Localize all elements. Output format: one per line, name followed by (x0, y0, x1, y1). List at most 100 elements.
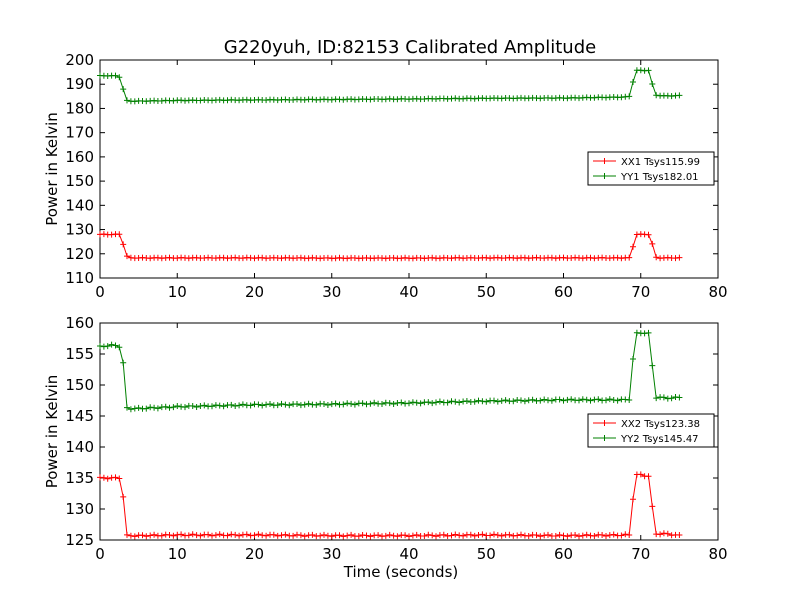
data-point-marker (518, 397, 524, 404)
data-point-marker (610, 397, 617, 403)
data-point-marker (506, 531, 513, 538)
data-point-marker (251, 532, 258, 539)
data-point-marker (255, 531, 262, 538)
data-point-marker (676, 92, 683, 99)
data-point-marker (556, 531, 563, 538)
y-tick-label: 125 (65, 531, 94, 549)
data-point-marker (143, 533, 150, 540)
x-tick-label: 20 (245, 545, 264, 563)
data-point-marker (120, 493, 127, 500)
data-point-marker (406, 533, 412, 540)
data-point-marker (394, 533, 401, 540)
data-point-marker (491, 531, 497, 538)
data-point-marker (185, 532, 192, 539)
data-point-marker (595, 396, 602, 403)
data-point-marker (417, 400, 424, 407)
data-point-marker (630, 243, 636, 250)
data-point-marker (660, 394, 667, 401)
data-point-marker (228, 401, 235, 408)
data-point-marker (525, 533, 532, 539)
x-tick-label: 0 (95, 545, 105, 563)
data-point-marker (564, 396, 571, 403)
x-tick-label: 30 (322, 283, 341, 301)
series-xx (97, 231, 683, 262)
data-point-marker (116, 231, 123, 238)
data-point-marker (664, 530, 671, 537)
x-tick-label: 40 (399, 283, 418, 301)
y-tick-label: 180 (65, 99, 94, 117)
data-point-marker (614, 397, 621, 404)
series-yy (97, 67, 683, 105)
data-point-marker (116, 344, 123, 351)
data-point-marker (626, 93, 633, 100)
data-point-marker (433, 533, 439, 540)
top-plot: 0 10 20 30 40 50 60 70 80 110 120 130 140 150 160 170 18… (43, 51, 728, 301)
data-point-marker (131, 405, 138, 412)
data-point-marker (475, 397, 482, 404)
data-point-marker (576, 397, 582, 404)
data-point-marker (232, 531, 239, 538)
legend: XX1 Tsys115.99 YY1 Tsys182.01 (587, 151, 715, 186)
data-point-marker (120, 86, 127, 93)
data-point-marker (255, 401, 262, 408)
x-tick-label: 0 (95, 283, 105, 301)
x-tick-label: 60 (554, 283, 573, 301)
data-point-marker (243, 531, 250, 538)
data-point-marker (120, 359, 127, 366)
data-point-marker (178, 531, 185, 538)
data-point-marker (162, 403, 169, 410)
data-point-marker (444, 399, 451, 406)
data-point-marker (494, 532, 501, 539)
data-point-marker (297, 532, 304, 539)
data-point-marker (552, 533, 559, 539)
data-point-marker (425, 399, 432, 406)
data-point-marker (436, 398, 443, 405)
data-point-marker (216, 531, 223, 538)
x-tick-label: 40 (399, 545, 418, 563)
data-point-marker (645, 67, 652, 74)
y-tick-label: 190 (65, 75, 94, 93)
x-tick-label: 70 (631, 545, 650, 563)
data-point-marker (247, 402, 254, 409)
data-point-marker (622, 531, 629, 538)
data-point-marker (498, 532, 505, 539)
data-point-marker (630, 356, 636, 362)
data-point-marker (433, 399, 439, 406)
data-point-marker (328, 533, 335, 540)
data-point-marker (278, 532, 285, 539)
data-point-marker (236, 402, 243, 409)
data-point-marker (653, 395, 660, 402)
data-point-marker (170, 532, 177, 539)
data-point-marker (274, 532, 281, 539)
data-point-marker (657, 531, 664, 538)
data-point-marker (440, 531, 447, 538)
data-point-marker (660, 530, 667, 537)
data-point-marker (471, 398, 478, 405)
data-point-marker (321, 401, 327, 407)
data-point-marker (533, 532, 540, 539)
y-tick-label: 200 (65, 51, 94, 69)
data-point-marker (413, 531, 420, 538)
data-point-marker (537, 533, 544, 540)
series-xx (97, 471, 683, 540)
data-point-marker (124, 531, 130, 538)
data-point-marker (305, 400, 312, 407)
y-tick-label: 120 (65, 245, 94, 263)
data-point-marker (259, 402, 266, 409)
data-point-marker (135, 404, 142, 411)
data-point-marker (564, 533, 571, 540)
data-point-marker (518, 531, 524, 538)
data-point-marker (151, 531, 158, 538)
data-point-marker (676, 394, 683, 401)
data-point-marker (603, 533, 609, 539)
data-point-marker (108, 341, 115, 348)
x-tick-label: 80 (708, 283, 727, 301)
data-point-marker (259, 532, 266, 539)
data-point-marker (456, 399, 463, 406)
data-point-marker (363, 401, 370, 408)
data-point-marker (610, 531, 617, 538)
x-tick-label: 50 (477, 545, 496, 563)
bottom-plot: 0 10 20 30 40 50 60 70 80 125 130 135 140 145 150 155 16… (43, 314, 728, 581)
data-point-marker (131, 533, 138, 540)
data-point-marker (452, 531, 459, 538)
